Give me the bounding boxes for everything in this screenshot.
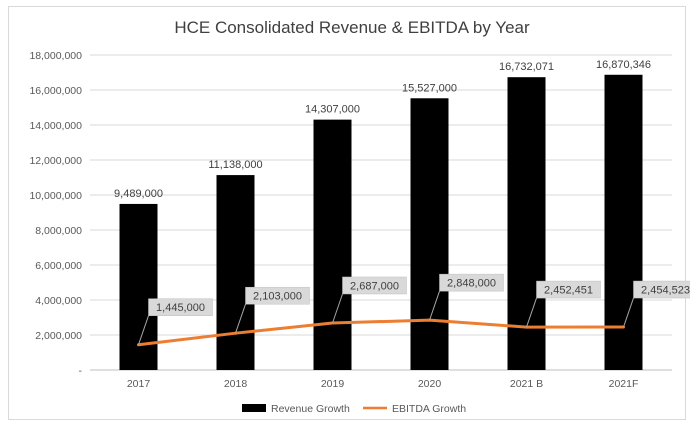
line-series [137,318,625,347]
callout-box [439,273,504,292]
bar-value-label: 11,138,000 [208,159,262,171]
bar [604,74,643,370]
y-tick-label: 6,000,000 [35,260,82,272]
bar [410,98,449,370]
y-tick-label: 10,000,000 [29,190,82,202]
bar-value-label: 9,489,000 [114,188,163,200]
y-axis: - 2,000,000 4,000,000 6,000,000 8,000,000 10,… [29,50,82,377]
bar-value-label: 14,307,000 [305,104,360,116]
legend-label-ebitda: EBITDA Growth [392,403,466,415]
x-tick-label: 2021 B [510,378,543,390]
y-tick-label: 8,000,000 [35,225,82,237]
line-value-label: 2,103,000 [253,291,302,303]
callout-box [148,298,213,316]
x-tick-label: 2021F [609,378,639,390]
y-tick-label: 16,000,000 [29,85,82,97]
ebitda-line [138,318,624,347]
callout-leader [429,290,440,321]
legend-label-revenue: Revenue Growth [271,403,350,415]
line-value-label: 2,454,523 [641,285,690,297]
callout-box [633,280,690,299]
bar-value-label: 15,527,000 [402,82,457,94]
chart-title: HCE Consolidated Revenue & EBITDA by Yea… [174,18,530,37]
y-tick-label: 4,000,000 [35,295,82,307]
legend: Revenue Growth EBITDA Growth [242,403,466,415]
x-tick-label: 2019 [321,378,345,390]
bar-series [119,74,643,371]
callout-leader [138,315,149,345]
bar-value-label: 16,732,071 [499,61,554,73]
y-tick-label: 12,000,000 [29,155,82,167]
y-tick-label: 18,000,000 [29,50,82,62]
x-axis: 2017 2018 2019 2020 2021 B 2021F [90,369,672,390]
line-value-label: 2,452,451 [544,285,593,297]
callout-leader [526,297,537,328]
x-tick-label: 2020 [418,378,442,390]
legend-swatch-revenue [242,404,266,412]
y-tick-label: 14,000,000 [29,120,82,132]
x-tick-label: 2017 [127,378,151,390]
data-labels: 9,489,000 11,138,000 14,307,000 15,527,000 1… [114,59,690,345]
line-value-label: 2,848,000 [447,278,496,290]
callout-leader [623,297,634,328]
y-tick-label: - [79,365,83,377]
bar [507,77,546,371]
bar [216,175,255,370]
line-value-label: 2,687,000 [350,280,399,292]
callout-box [536,280,601,299]
callout-box [245,286,310,305]
y-tick-label: 2,000,000 [35,330,82,342]
callout-box [342,276,407,295]
callout-leader [332,293,343,324]
callout-leader [235,304,246,334]
bar-value-label: 16,870,346 [596,59,651,71]
line-value-label: 1,445,000 [156,302,205,314]
x-tick-label: 2018 [224,378,248,390]
bar [313,119,352,370]
